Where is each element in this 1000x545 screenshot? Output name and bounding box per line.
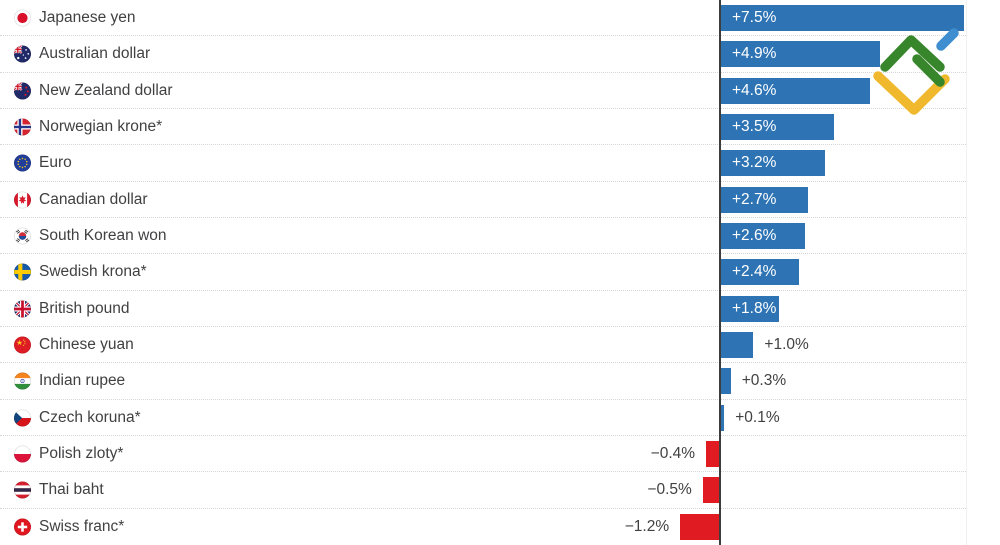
value-label: +3.2%: [732, 154, 777, 172]
currency-row: Swedish krona* +2.4%: [0, 253, 1000, 290]
positive-bar: [721, 223, 806, 250]
au-flag-icon: [13, 45, 32, 63]
value-label: +1.8%: [732, 299, 777, 317]
row-separator: [0, 107, 966, 109]
currency-row: Canadian dollar +2.7%: [0, 180, 1000, 218]
value-label: +2.4%: [732, 263, 777, 281]
positive-bar: [721, 5, 964, 32]
row-separator: [0, 471, 966, 473]
row-separator: [0, 253, 966, 255]
currency-label: Czech koruna*: [39, 408, 141, 426]
positive-bar: [721, 259, 799, 286]
currency-label: Swiss franc*: [39, 517, 125, 535]
cz-flag-icon: [13, 409, 32, 427]
currency-label: British pound: [39, 299, 130, 317]
negative-bar: [680, 513, 719, 540]
currency-row: Polish zloty* −0.4%: [0, 434, 1000, 472]
currency-label: Thai baht: [39, 481, 104, 499]
row-separator: [0, 434, 966, 436]
kr-flag-icon: [13, 227, 32, 245]
value-label: +2.6%: [732, 227, 777, 245]
currency-label: Japanese yen: [39, 9, 136, 27]
value-label: +3.5%: [732, 118, 777, 136]
currency-row: Norwegian krone* +3.5%: [0, 107, 1000, 145]
row-separator: [0, 362, 966, 364]
logo-green-arm: [912, 54, 945, 87]
currency-row: Swiss franc* −1.2%: [0, 507, 1000, 545]
value-label: +1.0%: [764, 336, 809, 354]
currency-label: New Zealand dollar: [39, 81, 173, 99]
row-separator: [0, 216, 966, 218]
currency-row: Czech koruna* +0.1%: [0, 398, 1000, 436]
se-flag-icon: [13, 263, 32, 281]
logo-yellow-check: [873, 71, 950, 115]
zero-axis-line: [719, 0, 721, 545]
positive-bar: [721, 368, 731, 395]
currency-row: New Zealand dollar +4.6%: [0, 71, 1000, 109]
th-flag-icon: [13, 481, 32, 499]
currency-label: Euro: [39, 154, 72, 172]
currency-row: Euro +3.2%: [0, 144, 1000, 181]
ca-flag-icon: [13, 191, 32, 209]
pl-flag-icon: [13, 445, 32, 463]
value-label: +4.6%: [732, 81, 777, 99]
positive-bar: [721, 114, 835, 141]
negative-bar: [706, 441, 719, 468]
currency-label: Norwegian krone*: [39, 118, 163, 136]
row-separator: [0, 289, 966, 291]
row-separator: [0, 71, 966, 73]
row-separator: [0, 507, 966, 509]
positive-bar: [721, 295, 780, 322]
row-separator: [0, 180, 966, 182]
litefinance-logo: [873, 28, 959, 115]
positive-bar: [721, 404, 725, 431]
currency-label: South Korean won: [39, 227, 167, 245]
row-separator: [0, 144, 966, 146]
currency-row: Chinese yuan +1.0%: [0, 325, 1000, 363]
negative-bar: [702, 477, 719, 504]
eu-flag-icon: [13, 154, 32, 172]
value-label: −1.2%: [624, 517, 670, 535]
positive-bar: [721, 77, 871, 104]
currency-row: Australian dollar +4.9%: [0, 35, 1000, 72]
value-label: +0.3%: [741, 372, 787, 390]
currency-row: Indian rupee +0.3%: [0, 362, 1000, 399]
currency-label: Polish zloty*: [39, 445, 124, 463]
cn-flag-icon: [13, 336, 32, 354]
currency-label: Canadian dollar: [39, 190, 148, 208]
currency-row: Thai baht −0.5%: [0, 471, 1000, 508]
value-label: +2.7%: [732, 190, 777, 208]
no-flag-icon: [13, 118, 32, 136]
nz-flag-icon: [13, 82, 32, 100]
positive-bar: [721, 41, 880, 68]
value-label: −0.4%: [650, 445, 696, 463]
positive-bar: [721, 332, 754, 359]
currency-row: Japanese yen +7.5%: [0, 0, 1000, 36]
row-separator: [0, 35, 966, 37]
row-separator: [0, 325, 966, 327]
logo-blue-tip: [936, 28, 959, 51]
gb-flag-icon: [13, 300, 32, 318]
currency-label: Chinese yuan: [39, 336, 134, 354]
logo-green-peak: [880, 35, 945, 72]
currency-row: South Korean won +2.6%: [0, 216, 1000, 254]
value-label: −0.5%: [647, 481, 692, 499]
value-label: +0.1%: [735, 408, 780, 426]
currency-label: Australian dollar: [39, 45, 151, 63]
currency-row: British pound +1.8%: [0, 289, 1000, 327]
row-separator: [0, 398, 966, 400]
ch-flag-icon: [13, 518, 32, 536]
jp-flag-icon: [13, 9, 32, 27]
positive-bar: [721, 150, 825, 177]
in-flag-icon: [13, 372, 32, 390]
value-label: +4.9%: [732, 45, 777, 63]
positive-bar: [721, 186, 809, 213]
currency-label: Indian rupee: [39, 372, 126, 390]
currency-label: Swedish krona*: [39, 263, 147, 281]
plot-right-edge: [966, 0, 967, 545]
value-label: +7.5%: [732, 9, 777, 27]
